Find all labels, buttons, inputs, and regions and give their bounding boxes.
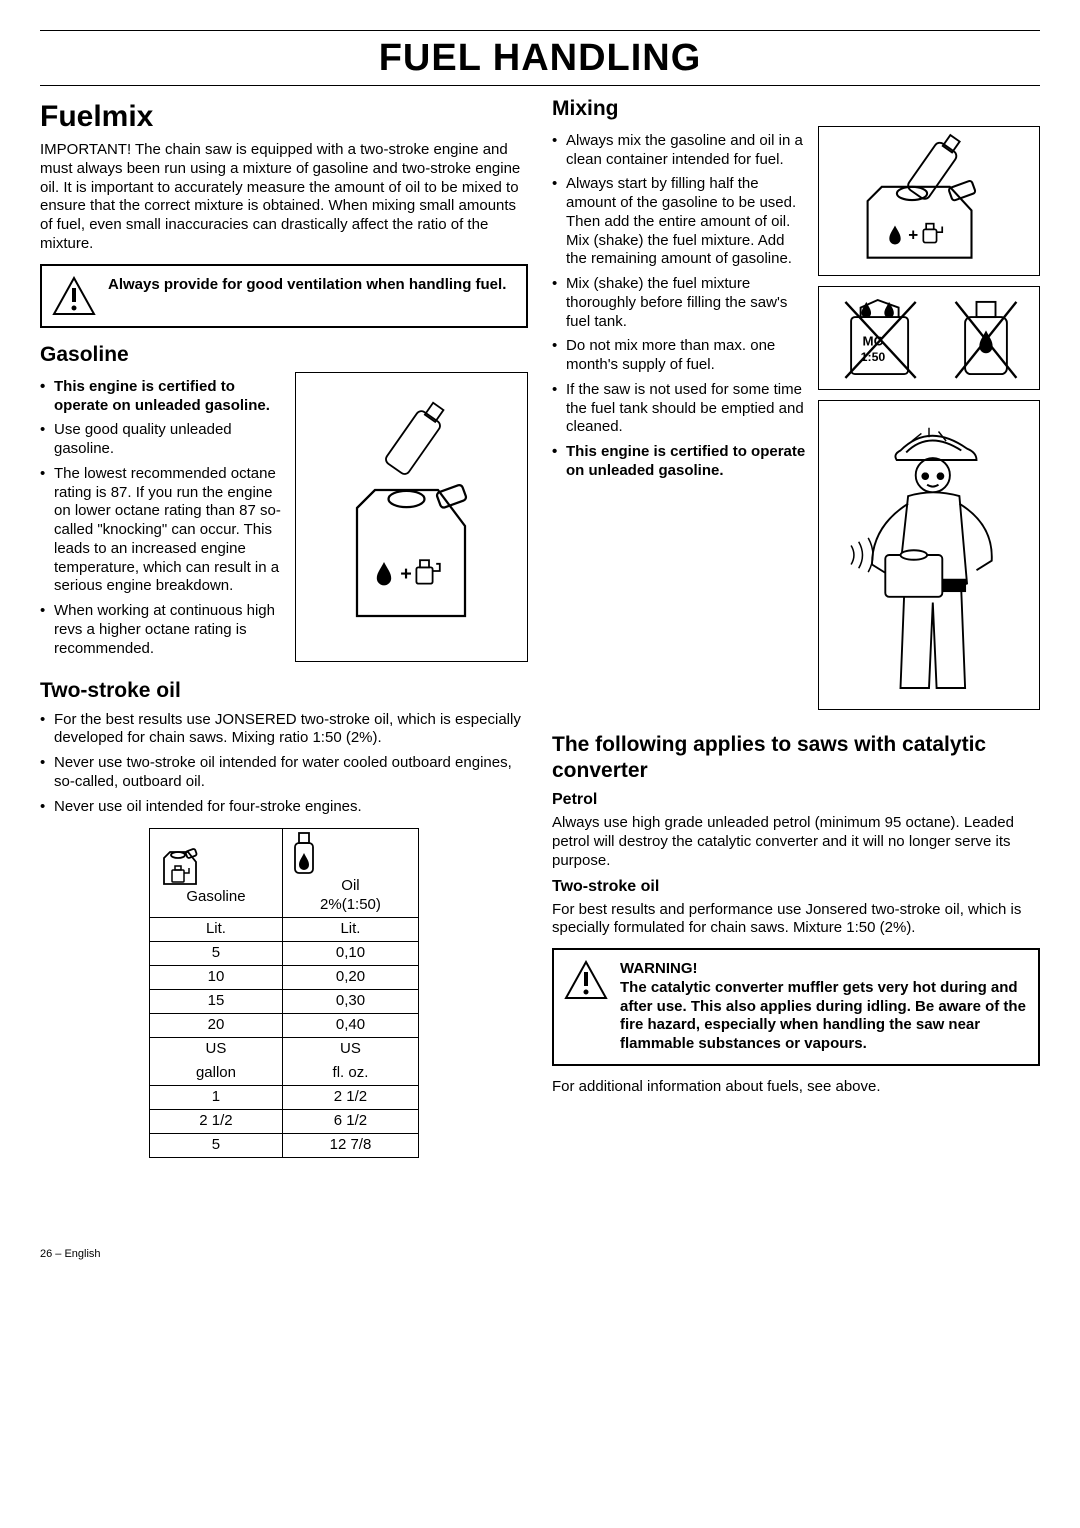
mixing-bullet-5: If the saw is not used for some time the…	[552, 381, 808, 437]
table-cell: 12 7/8	[282, 1133, 418, 1157]
mixing-figure-2: MC 1:50	[818, 286, 1040, 390]
warning-triangle-icon	[52, 276, 96, 316]
table-cell: 0,10	[282, 941, 418, 965]
table-cell: 0,20	[282, 965, 418, 989]
mixing-figure-3	[818, 400, 1040, 710]
fuelmix-intro: IMPORTANT! The chain saw is equipped wit…	[40, 141, 528, 254]
table-cell: 15	[150, 989, 283, 1013]
ventilation-warning-box: Always provide for good ventilation when…	[40, 264, 528, 328]
catalytic-after-text: For additional information about fuels, …	[552, 1078, 1040, 1097]
table-cell: gallon	[150, 1061, 283, 1085]
table-cell: 0,30	[282, 989, 418, 1013]
mixing-bullet-2: Always start by filling half the amount …	[552, 175, 808, 269]
warning-triangle-icon	[564, 960, 608, 1000]
table-oil-label-1: Oil	[289, 877, 412, 896]
svg-text:+: +	[401, 563, 413, 585]
table-cell: 5	[150, 941, 283, 965]
table-cell: 0,40	[282, 1013, 418, 1037]
oil-bottle-header-icon	[289, 831, 319, 877]
table-cell: 20	[150, 1013, 283, 1037]
mixing-bullet-1: Always mix the gasoline and oil in a cle…	[552, 132, 808, 170]
table-cell: US	[282, 1037, 418, 1061]
table-cell: 6 1/2	[282, 1109, 418, 1133]
petrol-heading: Petrol	[552, 790, 1040, 810]
mixing-ratio-table: Gasoline Oil 2%(1:50)	[149, 828, 419, 1158]
left-column: Fuelmix IMPORTANT! The chain saw is equi…	[40, 96, 528, 1158]
catalytic-warning-text: The catalytic converter muffler gets ver…	[620, 979, 1028, 1054]
catalytic-warning-title: WARNING!	[620, 960, 1028, 979]
table-oil-label-2: 2%(1:50)	[289, 896, 412, 915]
table-cell: 2 1/2	[150, 1109, 283, 1133]
gasoline-heading: Gasoline	[40, 342, 528, 368]
fuelmix-heading: Fuelmix	[40, 98, 528, 136]
person-shaking-can-icon	[834, 405, 1024, 705]
svg-text:+: +	[908, 225, 918, 244]
ventilation-warning-text: Always provide for good ventilation when…	[108, 276, 506, 295]
gasoline-bullet-3: The lowest recommended octane rating is …	[40, 465, 283, 596]
table-cell: 1	[150, 1085, 283, 1109]
table-cell: US	[150, 1037, 283, 1061]
gasoline-bullet-2: Use good quality unleaded gasoline.	[40, 421, 283, 459]
two-oils-crossed-icon: MC 1:50	[834, 290, 1024, 386]
table-gasoline-label: Gasoline	[156, 888, 276, 907]
mixing-bullet-3: Mix (shake) the fuel mixture thoroughly …	[552, 275, 808, 331]
fuel-can-pour-icon: +	[321, 387, 501, 647]
table-cell: 10	[150, 965, 283, 989]
gas-can-header-icon	[156, 840, 204, 888]
gasoline-figure: +	[295, 372, 528, 662]
table-lit-2: Lit.	[282, 917, 418, 941]
twostroke-bullet-1: For the best results use JONSERED two-st…	[40, 711, 528, 749]
mixing-bullet-4: Do not mix more than max. one month's su…	[552, 337, 808, 375]
table-cell: fl. oz.	[282, 1061, 418, 1085]
table-cell: 5	[150, 1133, 283, 1157]
twostroke2-text: For best results and performance use Jon…	[552, 901, 1040, 939]
twostroke-heading: Two-stroke oil	[40, 678, 528, 704]
page-title: FUEL HANDLING	[40, 35, 1040, 83]
mixing-figure-1: +	[818, 126, 1040, 276]
twostroke2-heading: Two-stroke oil	[552, 877, 1040, 897]
catalytic-heading: The following applies to saws with catal…	[552, 732, 1040, 785]
mixing-bullet-6: This engine is certified to operate on u…	[552, 443, 808, 481]
table-cell: 2 1/2	[282, 1085, 418, 1109]
gasoline-bullet-4: When working at continuous high revs a h…	[40, 602, 283, 658]
petrol-text: Always use high grade unleaded petrol (m…	[552, 814, 1040, 870]
table-lit-1: Lit.	[150, 917, 283, 941]
twostroke-bullet-3: Never use oil intended for four-stroke e…	[40, 798, 528, 817]
twostroke-bullet-2: Never use two-stroke oil intended for wa…	[40, 754, 528, 792]
pour-can-icon: +	[844, 131, 1014, 271]
gasoline-bullet-1: This engine is certified to operate on u…	[40, 378, 283, 416]
page-footer: 26 – English	[40, 1248, 1040, 1262]
mixing-heading: Mixing	[552, 96, 1040, 122]
right-column: Mixing Always mix the gasoline and oil i…	[552, 96, 1040, 1158]
catalytic-warning-box: WARNING! The catalytic converter muffler…	[552, 948, 1040, 1066]
